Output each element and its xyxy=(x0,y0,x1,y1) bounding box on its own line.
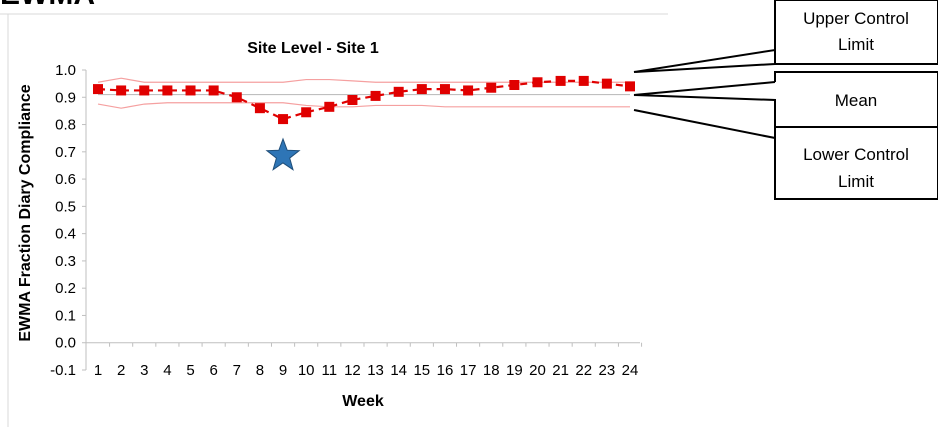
y-tick-label: 0.7 xyxy=(55,144,76,161)
y-tick-label: 0.5 xyxy=(55,198,76,215)
series-line-0 xyxy=(97,79,631,121)
series-marker xyxy=(578,75,589,86)
series-marker xyxy=(278,114,289,125)
x-tick-label: 15 xyxy=(413,362,430,379)
series-marker xyxy=(555,75,566,86)
series-marker xyxy=(162,85,173,96)
series-marker xyxy=(116,85,127,96)
x-tick-label: 1 xyxy=(94,362,102,379)
x-tick-label: 17 xyxy=(460,362,477,379)
series-line-2 xyxy=(97,102,630,109)
x-tick-label: 13 xyxy=(367,362,384,379)
x-tick-label: 5 xyxy=(186,362,194,379)
series-marker xyxy=(370,90,381,101)
x-tick-label: 22 xyxy=(575,362,592,379)
series-marker xyxy=(625,81,635,92)
series-marker xyxy=(393,86,404,97)
y-tick-label: 0.4 xyxy=(55,226,76,243)
x-tick-label: 11 xyxy=(322,362,338,379)
series-marker xyxy=(301,107,312,118)
x-tick-label: 8 xyxy=(256,362,264,379)
y-tick-label: 0.0 xyxy=(55,335,76,352)
series-marker xyxy=(208,85,219,96)
series-marker xyxy=(254,103,265,114)
x-tick-label: 14 xyxy=(390,362,407,379)
x-tick-label: 7 xyxy=(233,362,241,379)
series-marker xyxy=(463,85,474,96)
x-tick-label: 24 xyxy=(622,362,639,379)
x-tick-label: 21 xyxy=(552,362,569,379)
y-tick-label: 0.2 xyxy=(55,280,76,297)
series-marker xyxy=(185,85,196,96)
callout-lower-line2: Limit xyxy=(838,172,874,191)
page-header-fragment: EWMA xyxy=(0,0,95,12)
y-tick-label: 0.1 xyxy=(55,307,76,324)
series-marker xyxy=(439,84,450,95)
y-tick-label: 0.3 xyxy=(55,253,76,270)
plot-area: -0.10.00.10.20.30.40.50.60.70.80.91.01 2 3… xyxy=(50,62,643,379)
series-marker xyxy=(231,92,242,103)
series-marker xyxy=(93,84,103,95)
x-axis-title: Week xyxy=(342,393,384,410)
callout-lower-control-limit: Lower Control Limit xyxy=(633,109,938,200)
x-tick-label: 4 xyxy=(163,362,171,379)
series-marker xyxy=(324,101,335,112)
x-tick-label: 3 xyxy=(140,362,148,379)
callout-upper-control-limit: Upper Control Limit xyxy=(633,0,938,73)
callout-lower-line1: Lower Control xyxy=(803,145,909,164)
y-axis-title: EWMA Fraction Diary Compliance xyxy=(17,84,34,341)
y-tick-label: 1.0 xyxy=(55,62,76,79)
x-tick-label: 18 xyxy=(483,362,500,379)
y-tick-label: -0.1 xyxy=(50,362,76,379)
series-marker xyxy=(509,80,520,90)
x-tick-label: 9 xyxy=(279,362,287,379)
x-tick-label: 20 xyxy=(529,362,546,379)
y-tick-label: 0.8 xyxy=(55,117,76,134)
x-tick-label: 19 xyxy=(506,362,523,379)
series-marker xyxy=(486,82,497,93)
x-tick-label: 23 xyxy=(599,362,616,379)
series-marker xyxy=(347,95,358,105)
x-tick-label: 6 xyxy=(209,362,217,379)
series-marker xyxy=(601,78,612,89)
series-marker xyxy=(416,84,427,95)
series-marker xyxy=(532,77,543,88)
y-tick-label: 0.6 xyxy=(55,171,76,188)
star-annotation xyxy=(265,137,301,171)
x-tick-label: 16 xyxy=(437,362,454,379)
chart-title: Site Level - Site 1 xyxy=(247,40,379,57)
series-marker xyxy=(139,85,150,96)
callout-upper-line2: Limit xyxy=(838,35,874,54)
x-tick-label: 10 xyxy=(298,362,315,379)
x-tick-label: 2 xyxy=(117,362,125,379)
y-tick-label: 0.9 xyxy=(55,89,76,106)
callout-upper-line1: Upper Control xyxy=(803,9,909,28)
x-tick-label: 12 xyxy=(344,362,361,379)
callout-mean-label: Mean xyxy=(835,91,878,110)
